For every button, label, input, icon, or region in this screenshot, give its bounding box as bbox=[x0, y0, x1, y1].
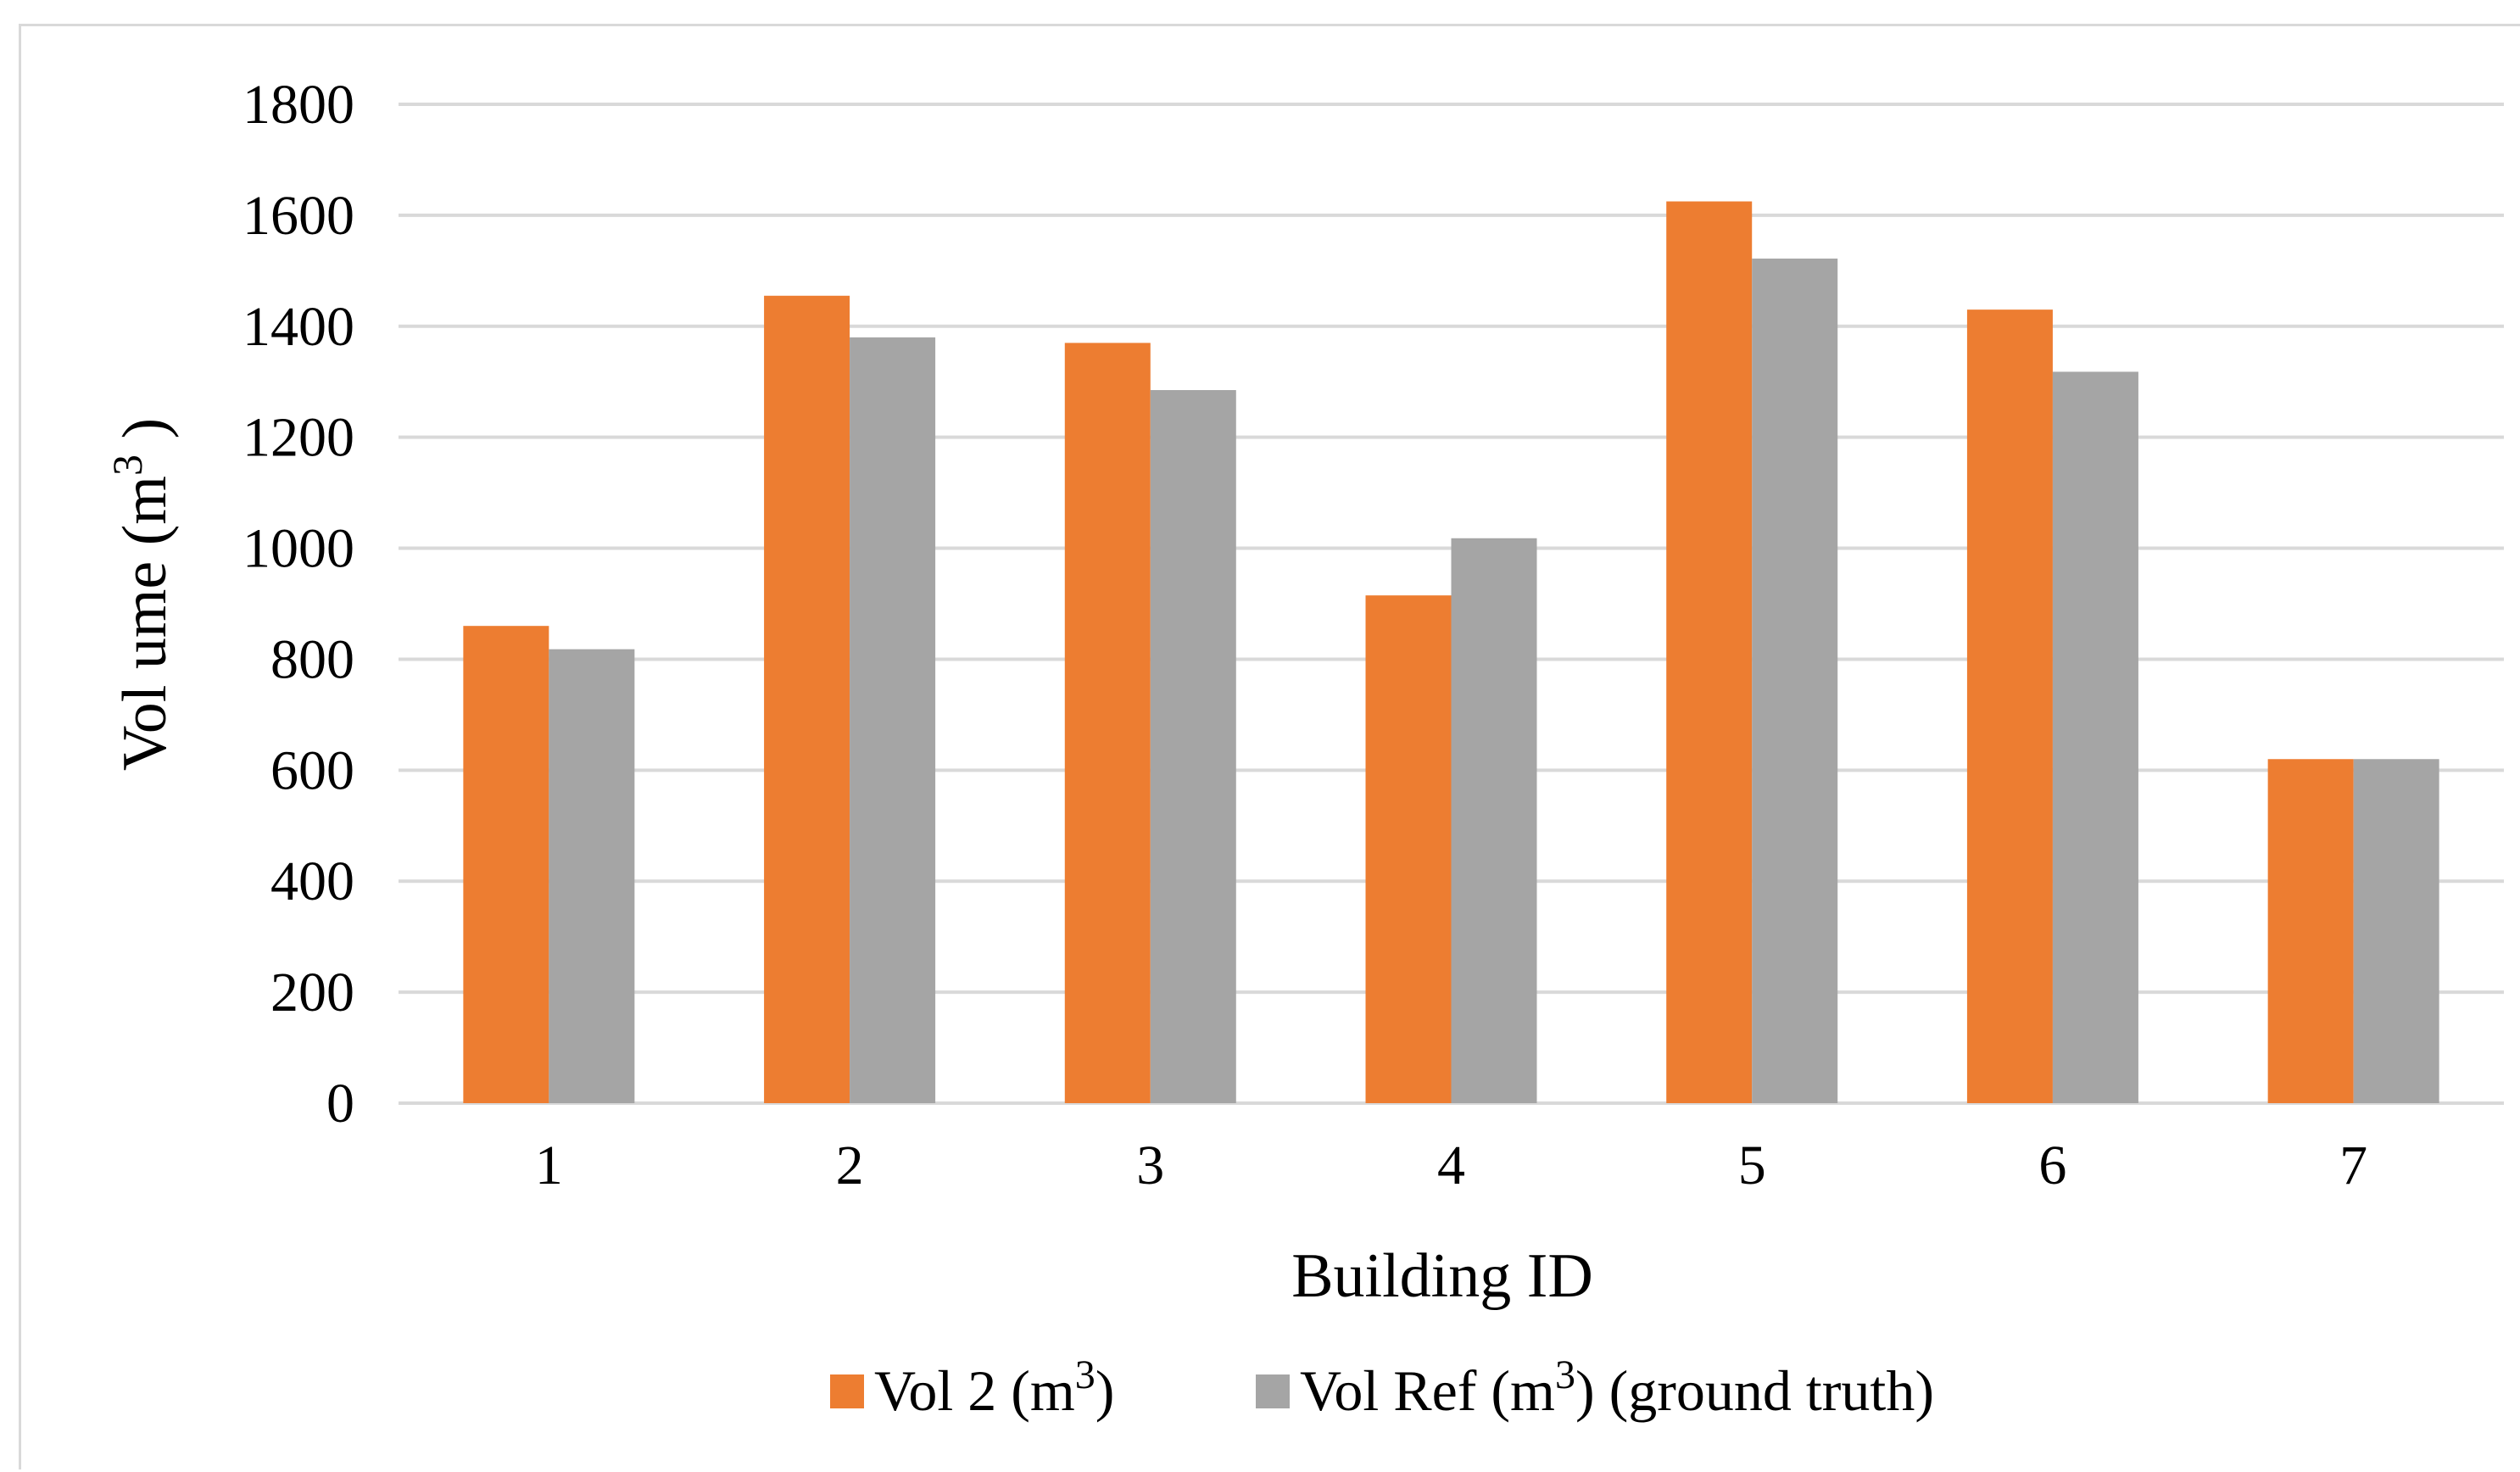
y-tick-label-800: 800 bbox=[270, 628, 354, 690]
x-tick-label-7: 7 bbox=[2339, 1135, 2367, 1196]
y-tick-label-1000: 1000 bbox=[243, 518, 354, 580]
legend-swatch-vol-ref bbox=[1256, 1374, 1290, 1408]
bar-vol-ref-building-2 bbox=[850, 337, 936, 1103]
bar-vol-ref-building-5 bbox=[1752, 258, 1838, 1103]
legend-label-vol-2-main: Vol 2 (m bbox=[874, 1358, 1075, 1423]
bar-vol-2-building-2 bbox=[764, 295, 850, 1103]
legend-swatch-vol-2 bbox=[830, 1374, 864, 1408]
y-tick-label-1800: 1800 bbox=[243, 74, 354, 136]
legend-label-vol-ref-superscript: 3 bbox=[1555, 1352, 1575, 1397]
legend-label-vol-2-superscript: 3 bbox=[1075, 1352, 1096, 1397]
bar-vol-2-building-1 bbox=[463, 626, 549, 1103]
y-tick-label-400: 400 bbox=[270, 850, 354, 912]
x-tick-label-2: 2 bbox=[836, 1135, 864, 1196]
bar-vol-2-building-6 bbox=[1966, 309, 2053, 1104]
x-tick-label-5: 5 bbox=[1738, 1135, 1766, 1196]
x-tick-label-1: 1 bbox=[535, 1135, 563, 1196]
legend-label-vol-2-tail: ) bbox=[1096, 1358, 1115, 1423]
y-axis-title-superscript: 3 bbox=[103, 454, 151, 476]
y-axis-title-tail: ) bbox=[110, 418, 180, 454]
y-tick-label-1400: 1400 bbox=[243, 296, 354, 358]
legend-label-vol-ref-main: Vol Ref (m bbox=[1300, 1358, 1555, 1423]
legend: Vol 2 (m3) Vol Ref (m3) (ground truth) bbox=[830, 1352, 1934, 1423]
bar-vol-ref-building-6 bbox=[2052, 371, 2138, 1103]
x-tick-labels: 1 2 3 4 5 6 7 bbox=[535, 1135, 2367, 1196]
bar-vol-2-building-7 bbox=[2267, 759, 2354, 1103]
y-tick-labels: 0 200 400 600 800 1000 1200 1400 1600 1800 bbox=[243, 74, 354, 1135]
bars bbox=[463, 201, 2439, 1104]
y-tick-label-0: 0 bbox=[326, 1073, 354, 1135]
bar-vol-2-building-4 bbox=[1365, 595, 1452, 1103]
bar-vol-ref-building-7 bbox=[2353, 759, 2439, 1103]
x-tick-label-3: 3 bbox=[1136, 1135, 1164, 1196]
y-tick-label-200: 200 bbox=[270, 962, 354, 1023]
x-axis-title: Building ID bbox=[1291, 1241, 1593, 1311]
x-tick-label-6: 6 bbox=[2038, 1135, 2066, 1196]
bar-vol-2-building-5 bbox=[1666, 201, 1753, 1103]
legend-label-vol-2: Vol 2 (m3) bbox=[874, 1352, 1114, 1423]
bar-vol-2-building-3 bbox=[1064, 343, 1151, 1103]
y-tick-label-1200: 1200 bbox=[243, 407, 354, 469]
chart-frame: 0 200 400 600 800 1000 1200 1400 1600 1800 1 2 3 4 5 6… bbox=[19, 24, 2520, 1469]
y-tick-label-1600: 1600 bbox=[243, 185, 354, 247]
bar-vol-ref-building-1 bbox=[549, 649, 635, 1103]
y-axis-title-main: Vol ume (m bbox=[110, 476, 180, 771]
y-axis-title: Vol ume (m3 ) bbox=[103, 418, 180, 771]
y-tick-label-600: 600 bbox=[270, 739, 354, 801]
x-tick-label-4: 4 bbox=[1437, 1135, 1465, 1196]
bar-vol-ref-building-3 bbox=[1150, 390, 1236, 1103]
bar-chart: 0 200 400 600 800 1000 1200 1400 1600 1800 1 2 3 4 5 6… bbox=[103, 74, 2504, 1423]
legend-label-vol-ref-tail: ) (ground truth) bbox=[1575, 1358, 1934, 1423]
bar-vol-ref-building-4 bbox=[1451, 538, 1537, 1103]
legend-label-vol-ref: Vol Ref (m3) (ground truth) bbox=[1300, 1352, 1934, 1423]
